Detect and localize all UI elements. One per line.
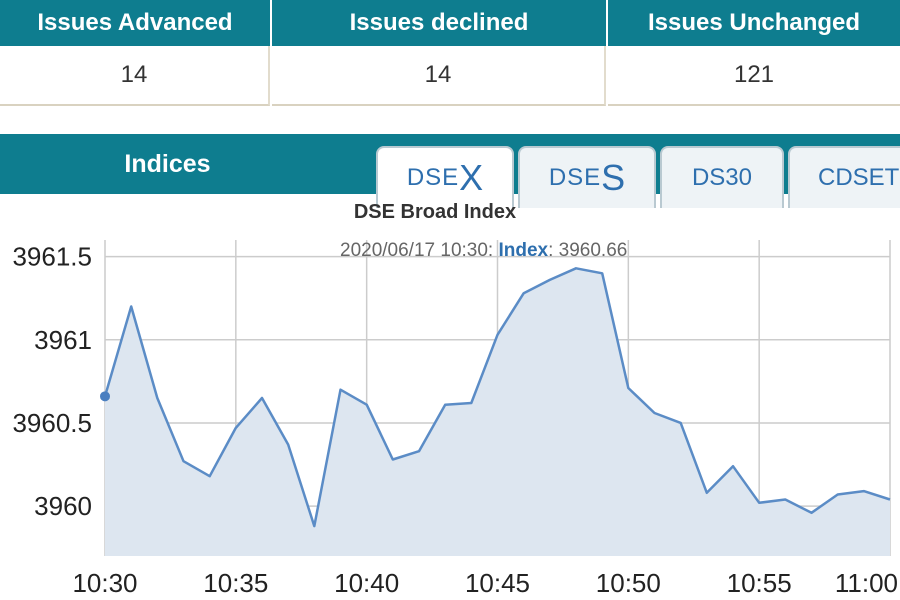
issues-unchanged-header: Issues Unchanged	[608, 0, 900, 46]
indices-label: Indices	[124, 149, 211, 178]
tab-ds30-label: DS30	[691, 164, 753, 191]
index-area	[105, 268, 890, 556]
tab-ds30[interactable]: DS30	[660, 146, 784, 208]
issues-declined-value: 14	[272, 46, 606, 106]
tab-cdset-label: CDSET	[818, 164, 900, 191]
x-tick-label: 10:50	[596, 568, 661, 598]
tab-dsex-prefix: DSE	[406, 164, 460, 191]
chart-title: DSE Broad Index	[353, 201, 517, 223]
x-tick-label: 10:55	[727, 568, 792, 598]
tab-cdset[interactable]: CDSET	[788, 146, 900, 208]
tooltip-value: : 3960.66	[548, 240, 628, 261]
y-tick-label: 3960	[34, 491, 92, 521]
x-tick-label: 10:45	[465, 568, 530, 598]
y-tick-label: 3961	[34, 325, 92, 355]
tab-dsex-suffix: X	[459, 157, 484, 198]
issues-summary-table: Issues Advanced Issues declined Issues U…	[0, 0, 900, 106]
y-tick-label: 3961.5	[12, 242, 92, 272]
issues-unchanged-value: 121	[608, 46, 900, 106]
issues-advanced-header: Issues Advanced	[0, 0, 270, 46]
index-line	[103, 267, 891, 528]
tab-dses[interactable]: DSE S	[518, 146, 656, 208]
x-tick-label: 10:35	[203, 568, 268, 598]
x-tick-label: 10:40	[334, 568, 399, 598]
y-tick-label: 3960.5	[12, 408, 92, 438]
index-point-marker	[100, 391, 110, 402]
issues-declined-header: Issues declined	[272, 0, 606, 46]
tab-dses-suffix: S	[601, 157, 626, 198]
tab-dses-prefix: DSE	[548, 164, 602, 191]
x-tick-label: 11:00	[835, 568, 898, 598]
x-tick-label: 10:30	[72, 568, 137, 598]
tab-dsex[interactable]: DSE X	[376, 146, 514, 208]
tooltip-series-name: Index	[498, 240, 549, 261]
tooltip-date: 2020/06/17 10:30:	[340, 240, 494, 261]
issues-advanced-value: 14	[0, 46, 270, 106]
chart-tooltip: 2020/06/17 10:30: Index: 3960.66	[340, 240, 627, 262]
